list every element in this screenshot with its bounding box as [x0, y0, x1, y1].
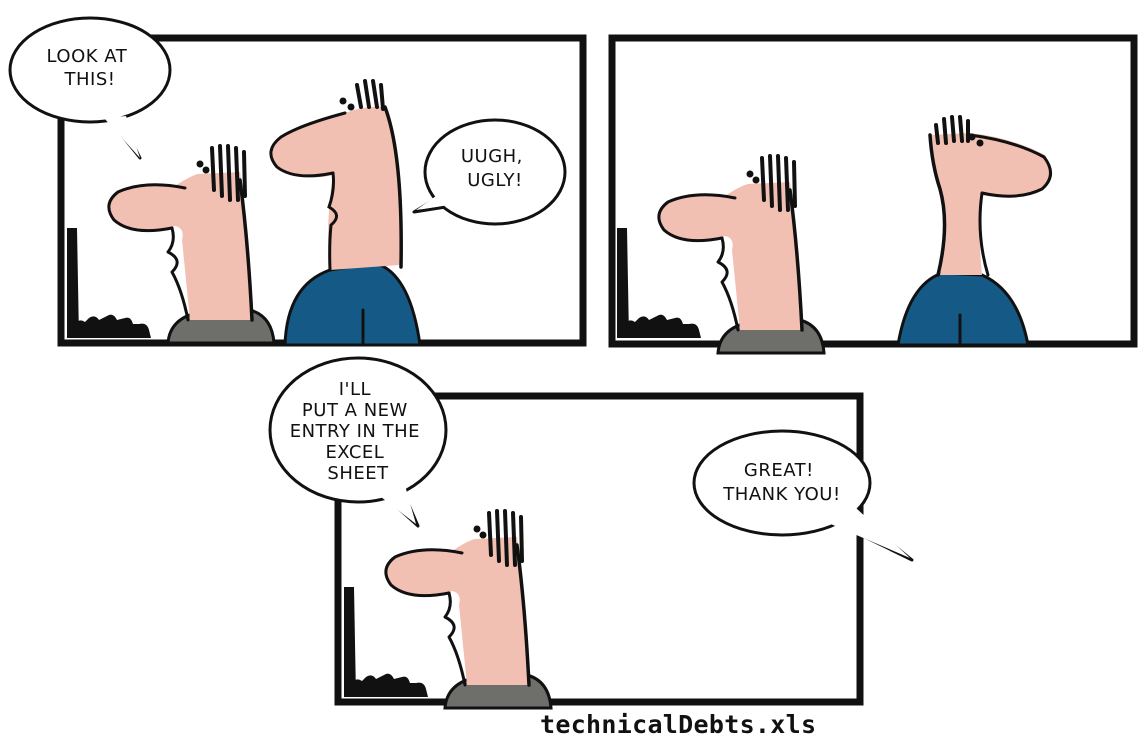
bubble-line: EXCEL: [325, 442, 384, 463]
bubble-line: LOOK AT: [47, 46, 128, 67]
bubble-line: THANK YOU!: [722, 484, 840, 505]
bubble-line: UGLY!: [467, 170, 522, 191]
svg-text:I'LL PUT A NEW: I'LL PUT A NEW ENTRY IN THE EXCEL SHEET: [290, 379, 427, 484]
bubble-line: SHEET: [327, 463, 389, 484]
bubble-line: PUT A NEW: [302, 400, 408, 421]
bubble-line: GREAT!: [744, 460, 814, 481]
caption-title: technicalDebts.xls: [540, 710, 817, 739]
speech-bubble-uugh-ugly: UUGH, UGLY!: [412, 118, 567, 226]
svg-text:LOOK AT THIS!: LOOK AT THIS!: [47, 46, 134, 90]
panel-1: LOOK AT THIS! UUGH, UGLY!: [8, 16, 587, 347]
speech-bubble-thank-you: GREAT! THANK YOU!: [692, 429, 914, 562]
svg-text:UUGH, UGLY!: UUGH, UGLY!: [461, 146, 529, 191]
bubble-line: UUGH,: [461, 146, 523, 167]
speech-bubble-look-at-this: LOOK AT THIS!: [8, 16, 172, 160]
bubble-line: I'LL: [339, 379, 371, 400]
panel-3: I'LL PUT A NEW ENTRY IN THE EXCEL SHEET …: [268, 356, 914, 710]
speech-bubble-new-entry: I'LL PUT A NEW ENTRY IN THE EXCEL SHEET: [268, 356, 448, 528]
svg-text:GREAT! THANK YOU!: GREAT! THANK YOU!: [722, 460, 840, 505]
bubble-line: ENTRY IN THE: [290, 421, 420, 442]
panel-2: [608, 34, 1138, 355]
bubble-line: THIS!: [64, 69, 116, 90]
